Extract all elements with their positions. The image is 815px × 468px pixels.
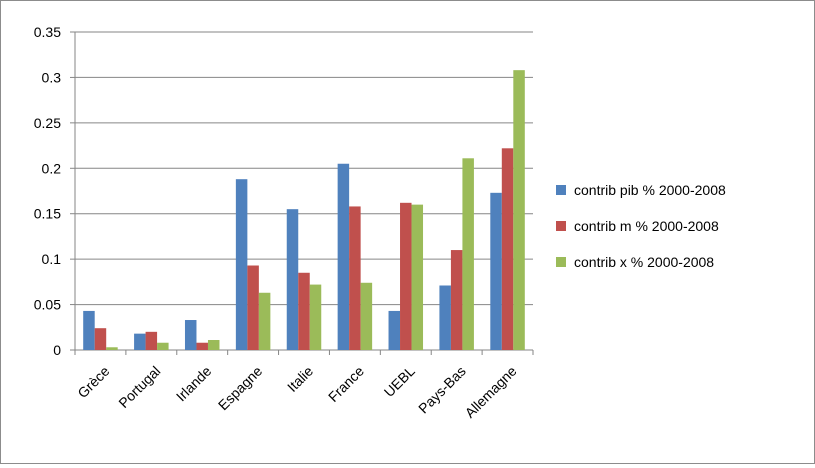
x-tick-label: France [325,363,367,405]
bar [439,285,451,350]
y-tick-label: 0.25 [34,115,61,131]
bar [157,342,169,350]
bar [450,250,463,350]
y-tick-label: 0.3 [42,69,62,85]
bar [501,148,514,350]
y-tick-label: 0.05 [34,297,61,313]
bar [298,272,310,350]
bar [513,70,525,350]
bar [196,342,208,350]
bar [247,265,259,350]
bar [145,331,158,350]
bar [83,310,95,350]
x-tick-label: Allemagne [462,363,520,421]
x-tick-label: Italie [284,363,316,395]
x-tick-label: Irlande [173,363,215,405]
y-tick-label: 0.2 [42,160,62,176]
bar [400,202,412,350]
legend-label: contrib x % 2000-2008 [574,254,714,270]
legend-swatch [556,185,566,195]
x-tick-label: Grèce [74,363,112,401]
legend-swatch [556,221,566,231]
bar [490,192,502,350]
x-tick-label: Pays-Bas [415,363,469,417]
bar [360,282,373,350]
x-tick-label: UEBL [381,363,418,400]
bar [258,292,271,350]
legend-label: contrib m % 2000-2008 [574,218,719,234]
x-tick-label: Portugal [115,363,163,411]
bar [388,310,401,350]
bar [309,284,322,350]
y-tick-label: 0.15 [34,206,61,222]
bar [286,209,299,350]
bar [134,333,146,350]
bar [207,340,220,350]
bar [235,179,248,350]
bar [411,204,424,350]
bar [349,206,361,350]
y-tick-label: 0 [53,342,61,358]
legend-swatch [556,257,566,267]
bar [184,320,197,350]
bar [462,158,474,350]
bar [106,347,118,350]
bar [94,328,107,350]
x-tick-label: Espagne [215,363,266,414]
y-tick-label: 0.35 [34,24,61,40]
bar [337,163,350,350]
legend-label: contrib pib % 2000-2008 [574,182,726,198]
y-tick-label: 0.1 [42,251,62,267]
